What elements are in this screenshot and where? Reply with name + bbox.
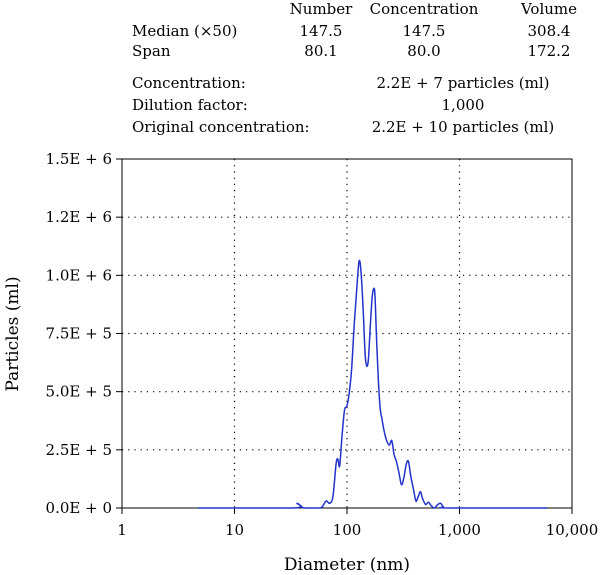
- y-tick-label: 2.5E + 5: [46, 441, 112, 459]
- line-chart: 1 10 100 1,000 10,000 0.0E + 0 2.5E + 5 5.0E + …: [3, 150, 598, 575]
- x-axis-label: Diameter (nm): [284, 555, 410, 575]
- x-tick-label: 1,000: [438, 521, 481, 539]
- grid-lines: [122, 159, 572, 508]
- info-concentration-label: Concentration:: [132, 74, 246, 92]
- x-tick-label: 1: [117, 521, 127, 539]
- info-block: Concentration: 2.2E + 7 particles (ml) D…: [132, 74, 554, 136]
- series-line: [197, 259, 548, 509]
- y-tick-label: 1.5E + 6: [46, 150, 112, 168]
- stats-table: Number Concentration Volume Median (×50)…: [132, 0, 577, 60]
- stats-header-concentration: Concentration: [370, 0, 479, 18]
- x-tick-label: 10: [225, 521, 244, 539]
- info-original-concentration-label: Original concentration:: [132, 118, 310, 136]
- stats-header-number: Number: [290, 0, 353, 18]
- x-tick-label: 10,000: [546, 521, 599, 539]
- stats-row-median-label: Median (×50): [132, 22, 237, 40]
- stats-row-median-concentration: 147.5: [403, 22, 446, 40]
- stats-row-span-label: Span: [132, 42, 171, 60]
- info-original-concentration-value: 2.2E + 10 particles (ml): [372, 118, 555, 136]
- stats-row-span-number: 80.1: [304, 42, 337, 60]
- stats-header-volume: Volume: [520, 0, 577, 18]
- y-tick-label: 5.0E + 5: [46, 383, 112, 401]
- info-concentration-value: 2.2E + 7 particles (ml): [376, 74, 549, 92]
- info-dilution-value: 1,000: [442, 96, 485, 114]
- y-tick-label: 1.2E + 6: [46, 208, 112, 226]
- y-tick-label: 7.5E + 5: [46, 325, 112, 343]
- y-tick-label: 1.0E + 6: [46, 266, 112, 284]
- stats-row-span-volume: 172.2: [528, 42, 571, 60]
- stats-row-median-number: 147.5: [300, 22, 343, 40]
- info-dilution-label: Dilution factor:: [132, 96, 248, 114]
- axis-tick-labels: 1 10 100 1,000 10,000 0.0E + 0 2.5E + 5 5.0E + …: [46, 150, 599, 539]
- stats-row-span-concentration: 80.0: [407, 42, 440, 60]
- x-tick-label: 100: [333, 521, 362, 539]
- stats-row-median-volume: 308.4: [528, 22, 571, 40]
- y-tick-label: 0.0E + 0: [46, 499, 112, 517]
- y-axis-label: Particles (ml): [3, 276, 23, 391]
- axis-ticks: [116, 158, 573, 514]
